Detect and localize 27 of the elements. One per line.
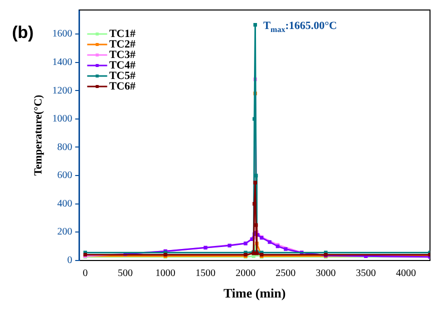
legend-label: TC3# <box>109 48 136 61</box>
x-tick-label: 1000 <box>155 268 176 280</box>
x-tick-label: 3000 <box>316 268 336 280</box>
text: (b) <box>12 23 34 42</box>
legend-label: TC4# <box>109 59 136 72</box>
x-tick-label: 0 <box>82 268 88 280</box>
y-tick-label: 1600 <box>52 28 72 40</box>
legend-label: TC2# <box>109 38 136 50</box>
x-axis-title: Time (min) <box>223 286 286 301</box>
x-tick-label: 1500 <box>195 268 216 280</box>
y-tick-label: 1400 <box>52 56 72 68</box>
x-tick-label: 500 <box>118 268 133 280</box>
x-tick-label: 2000 <box>236 268 256 280</box>
y-tick-label: 1200 <box>52 85 72 96</box>
x-tick-label: 3500 <box>356 268 376 280</box>
y-tick-label: 1000 <box>52 114 72 125</box>
y-axis-title: Temperature(°C) <box>32 94 44 176</box>
y-tick-label: 400 <box>57 198 72 210</box>
y-tick-label: 0 <box>67 255 72 266</box>
legend-label: TC6# <box>109 80 136 92</box>
legend-label: TC5# <box>109 70 136 82</box>
y-tick-label: 800 <box>57 142 72 153</box>
x-tick-label: 4000 <box>396 268 416 280</box>
y-tick-label: 200 <box>57 226 72 238</box>
y-tick-label: 600 <box>57 170 72 182</box>
legend-label: TC1# <box>109 28 136 40</box>
x-tick-label: 2500 <box>276 268 296 280</box>
